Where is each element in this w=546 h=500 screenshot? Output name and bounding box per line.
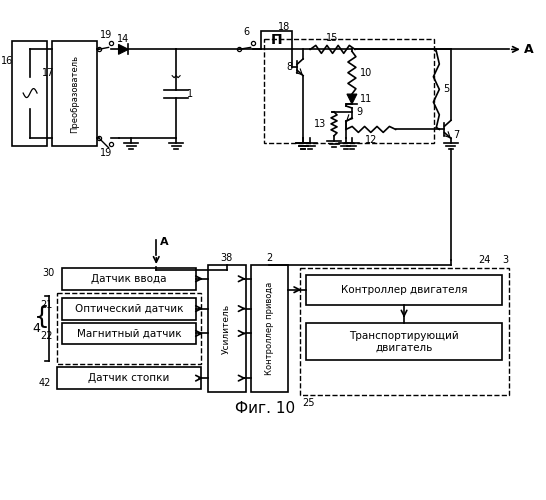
Text: {: { (34, 304, 50, 328)
Text: 25: 25 (302, 398, 314, 408)
Bar (57, 292, 201, 364)
Text: 1: 1 (187, 88, 193, 99)
Text: П: П (271, 34, 282, 48)
Text: 19: 19 (99, 148, 112, 158)
Bar (306, 322, 502, 360)
Text: A: A (524, 43, 533, 56)
Text: 5: 5 (443, 84, 449, 94)
Text: 8: 8 (286, 62, 292, 72)
Bar (57, 367, 201, 389)
Bar (62, 298, 196, 320)
Bar (62, 268, 196, 289)
Text: 12: 12 (365, 136, 377, 145)
Text: 24: 24 (478, 255, 490, 265)
Text: Контроллер двигателя: Контроллер двигателя (341, 284, 467, 294)
Text: 9: 9 (357, 107, 363, 117)
Bar (306, 275, 502, 304)
Text: 11: 11 (360, 94, 372, 104)
Text: 21: 21 (40, 300, 52, 310)
Text: Датчик стопки: Датчик стопки (88, 373, 170, 383)
Text: Оптический датчик: Оптический датчик (75, 304, 183, 314)
Text: 22: 22 (40, 332, 52, 342)
Bar (12, 42, 47, 146)
Text: Усилитель: Усилитель (222, 304, 232, 354)
Text: Контроллер привода: Контроллер привода (265, 282, 274, 375)
Text: 13: 13 (314, 119, 327, 129)
Bar (260, 32, 292, 50)
Bar (208, 265, 246, 392)
Text: Транспортирующий
двигатель: Транспортирующий двигатель (349, 330, 459, 352)
Text: A: A (160, 237, 169, 247)
Text: 42: 42 (39, 378, 51, 388)
Text: 14: 14 (117, 34, 129, 44)
Polygon shape (118, 44, 128, 54)
Polygon shape (347, 94, 357, 104)
Text: 16: 16 (1, 56, 14, 66)
Bar (300, 268, 509, 395)
Text: 10: 10 (360, 68, 372, 78)
Bar (264, 40, 435, 142)
Text: Магнитный датчик: Магнитный датчик (76, 328, 181, 338)
Text: 7: 7 (453, 130, 459, 140)
Text: 2: 2 (266, 253, 272, 263)
Text: 15: 15 (327, 34, 339, 43)
Text: 30: 30 (42, 268, 54, 278)
Bar (251, 265, 288, 392)
Bar (62, 322, 196, 344)
Text: 6: 6 (244, 28, 250, 38)
Text: 19: 19 (99, 30, 112, 40)
Text: Датчик ввода: Датчик ввода (91, 274, 167, 284)
Bar (52, 42, 97, 146)
Text: Преобразователь: Преобразователь (70, 54, 79, 132)
Text: 38: 38 (221, 253, 233, 263)
Text: 18: 18 (278, 22, 290, 32)
Text: 4: 4 (32, 322, 40, 335)
Text: 17: 17 (42, 68, 54, 78)
Text: 3: 3 (503, 255, 509, 265)
Text: Фиг. 10: Фиг. 10 (235, 402, 295, 416)
